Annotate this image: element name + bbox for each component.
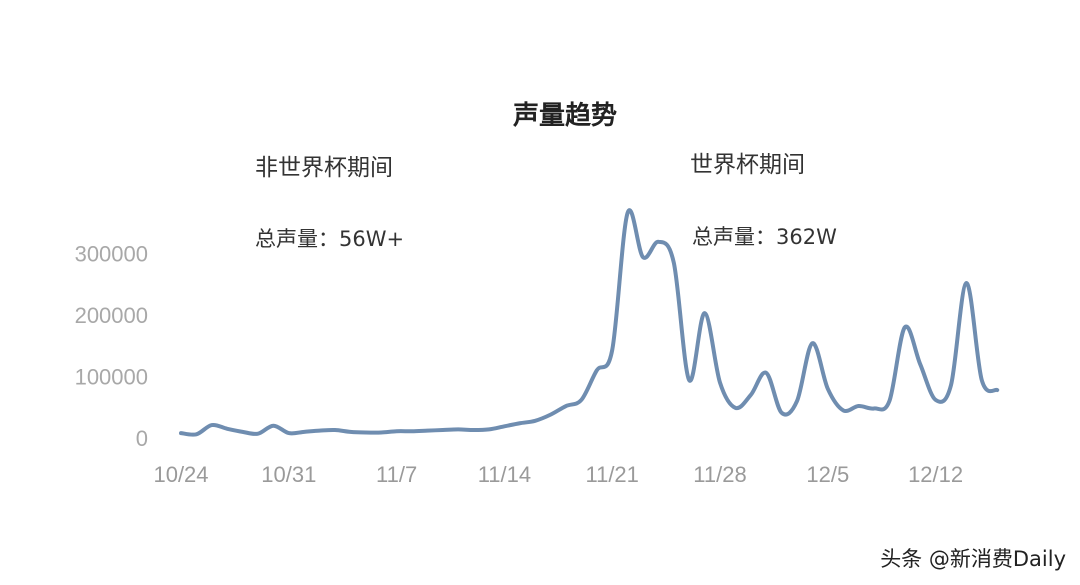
- x-tick-label: 10/24: [153, 462, 208, 487]
- x-tick-label: 12/12: [908, 462, 963, 487]
- annotation-total-worldcup: 总声量：362W: [692, 225, 837, 249]
- annotation-period-worldcup: 世界杯期间: [690, 152, 805, 178]
- chart-title: 声量趋势: [512, 101, 617, 131]
- x-tick-label: 11/7: [376, 462, 417, 487]
- y-tick-label: 300000: [75, 242, 148, 267]
- annotation-period-non-worldcup: 非世界杯期间: [255, 155, 393, 181]
- y-tick-label: 100000: [75, 365, 148, 390]
- y-tick-label: 0: [136, 426, 148, 451]
- watermark: 头条 @新消费Daily: [880, 547, 1066, 571]
- annotation-total-non-worldcup: 总声量：56W+: [255, 227, 405, 251]
- y-tick-label: 200000: [75, 303, 148, 328]
- x-tick-label: 11/21: [585, 462, 638, 487]
- x-tick-label: 12/5: [806, 462, 849, 487]
- x-tick-label: 11/28: [693, 462, 746, 487]
- x-tick-label: 11/14: [478, 462, 531, 487]
- x-tick-label: 10/31: [261, 462, 316, 487]
- series-line: [179, 208, 1000, 437]
